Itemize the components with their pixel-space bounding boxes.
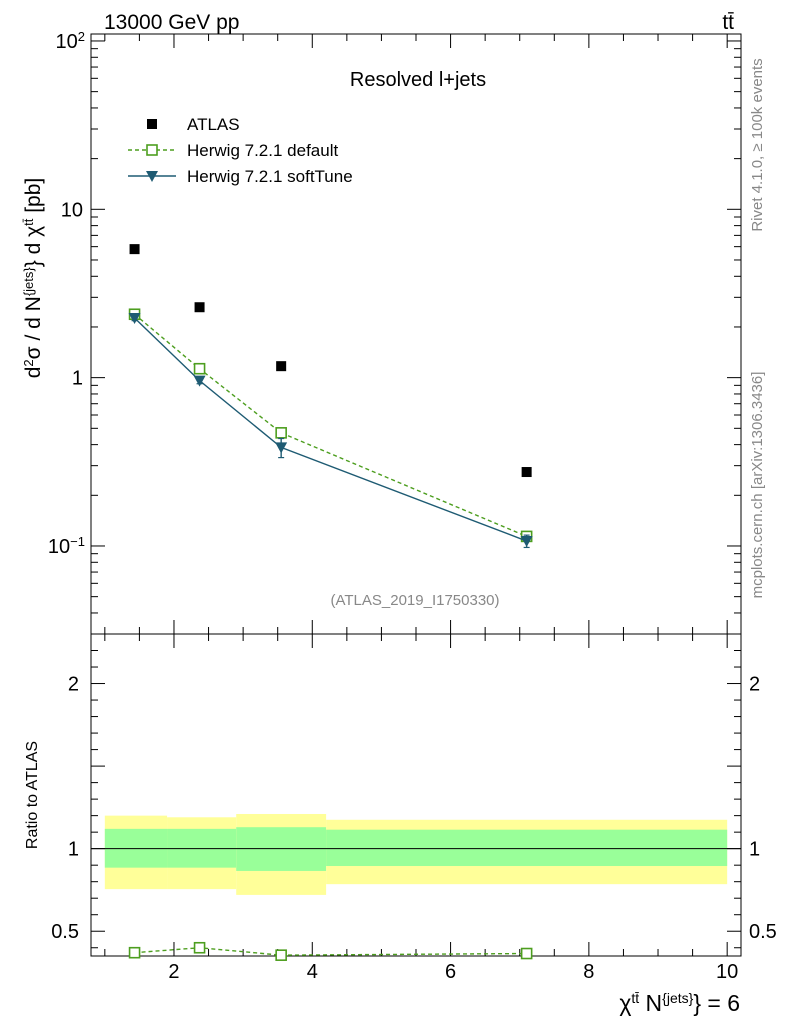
atlas-point	[194, 302, 205, 313]
herwig-softtune-point	[520, 536, 533, 548]
ratio-series	[128, 941, 533, 961]
analysis-id-label: (ATLAS_2019_I1750330)	[330, 592, 499, 609]
energy-label: 13000 GeV pp	[104, 11, 239, 34]
ratio-y-tick-label-right: 1	[749, 839, 760, 861]
ratio-y-tick-label: 1	[68, 839, 79, 861]
rivet-version-label: Rivet 4.1.0, ≥ 100k events	[749, 58, 766, 231]
legend: ATLAS Herwig 7.2.1 default Herwig 7.2.1 so…	[128, 115, 353, 186]
ratio-herwig-default-point	[275, 949, 287, 961]
ylabel-d2sigma: d	[22, 367, 45, 379]
legend-marker-atlas	[147, 119, 157, 129]
svg-text:d2σ / d N{jets}} d χtt̄ [pb]: d2σ / d N{jets}} d χtt̄ [pb]	[21, 178, 46, 379]
ratio-herwig-default-line	[134, 947, 527, 956]
process-label: tt̄	[722, 11, 734, 34]
xlabel: χtt̄ N{jets}} = 6	[619, 990, 740, 1016]
ratio-y-tick-label: 2	[68, 674, 79, 696]
ratio-herwig-default-point	[193, 941, 206, 954]
ratio-bands	[91, 813, 741, 895]
atlas-point	[276, 361, 287, 372]
ratio-herwig-default-point	[520, 947, 533, 960]
legend-marker-herwig-default	[146, 144, 158, 156]
main-title: Resolved l+jets	[350, 69, 486, 91]
herwig-softtune-line	[134, 317, 527, 542]
herwig-softtune-point	[193, 375, 206, 387]
ratio-y-tick-label: 0.5	[51, 921, 79, 943]
herwig-default-point	[275, 427, 287, 439]
ratio-panel-frame	[90, 633, 742, 957]
herwig-softtune-point	[128, 313, 141, 325]
main-ticks: 10−1 1 10 102	[48, 28, 741, 635]
legend-label-herwig-softtune: Herwig 7.2.1 softTune	[187, 167, 353, 186]
legend-label-atlas: ATLAS	[187, 115, 240, 134]
y-tick-label: 1	[72, 368, 83, 390]
x-tick-label: 10	[716, 961, 738, 983]
y-tick-label: 102	[56, 28, 85, 53]
x-tick-label: 2	[168, 961, 179, 983]
main-ylabel: d2σ / d N{jets}} d χtt̄ [pb]	[21, 178, 46, 379]
ratio-y-tick-label-right: 2	[749, 674, 760, 696]
ratio-ticks: 0.5 0.5 1 1 2 2 2 4 6 8 10	[51, 633, 777, 983]
legend-label-herwig-default: Herwig 7.2.1 default	[187, 141, 338, 160]
x-tick-label: 8	[583, 961, 594, 983]
atlas-point	[129, 244, 140, 255]
x-tick-label: 6	[445, 961, 456, 983]
mcplots-label: mcplots.cern.ch [arXiv:1306.3436]	[749, 372, 766, 599]
herwig-default-point	[193, 362, 206, 375]
herwig-default-line	[134, 313, 527, 538]
ratio-inner-band	[326, 829, 728, 867]
y-tick-label: 10−1	[48, 533, 85, 558]
ratio-herwig-default-point	[128, 946, 141, 959]
main-series	[128, 244, 533, 549]
y-tick-label: 10	[61, 199, 83, 221]
ratio-ylabel: Ratio to ATLAS	[24, 741, 41, 849]
x-tick-label: 4	[307, 961, 318, 983]
atlas-point	[521, 467, 532, 478]
legend-marker-herwig-softtune	[146, 171, 158, 182]
ratio-y-tick-label-right: 0.5	[749, 921, 777, 943]
herwig-softtune-point	[275, 442, 288, 454]
